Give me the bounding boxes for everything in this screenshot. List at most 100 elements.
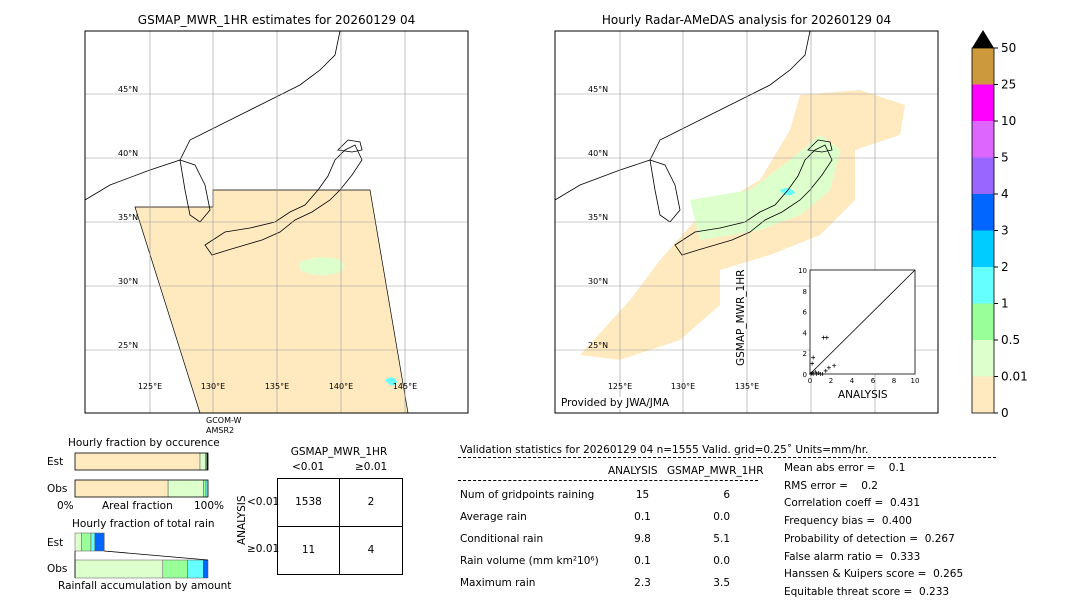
- scatter-point: [813, 369, 818, 374]
- occ-xtick-0: 0%: [57, 500, 74, 512]
- colorbar-segment: [972, 194, 994, 231]
- lon-label: 125°E: [138, 382, 162, 391]
- colorbar-segment: [972, 267, 994, 304]
- bar-segment: [162, 559, 188, 579]
- lat-label: 25°N: [588, 341, 608, 350]
- cell-hit: 4: [367, 544, 375, 557]
- bar-frame: [74, 479, 209, 498]
- scatter-diagonal: [809, 269, 916, 375]
- continent-coastline: [84, 30, 341, 201]
- scatter-xtick: 4: [850, 377, 855, 385]
- scatter-xtick: 2: [829, 377, 833, 385]
- colorbar-segment: [972, 230, 994, 267]
- scatter-point: [823, 368, 828, 373]
- scatter-point: [832, 363, 837, 368]
- moderate-rain-area: [385, 377, 397, 386]
- light-rain-area: [300, 257, 344, 276]
- lat-label: 30°N: [118, 277, 138, 286]
- colorbar-label: 25: [1001, 78, 1016, 92]
- cell-hit-none: 1538: [278, 479, 340, 527]
- colorbar-label: 0.5: [1001, 333, 1020, 347]
- lon-label: 140°E: [329, 382, 353, 391]
- contingency-title: GSMAP_MWR_1HR: [290, 446, 388, 458]
- colorbar-segment: [972, 48, 994, 85]
- contingency-row-1: ≥0.01: [247, 543, 280, 555]
- stats-a: 2.3: [634, 577, 651, 589]
- lat-label: 40°N: [118, 149, 138, 158]
- contingency-col-0: <0.01: [292, 461, 325, 473]
- lat-label: 45°N: [118, 85, 138, 94]
- stats-col-gsmap: GSMAP_MWR_1HR: [667, 465, 764, 477]
- bar-segment: [94, 532, 105, 552]
- stats-a: 9.8: [634, 533, 651, 545]
- bar-frame: [74, 452, 209, 471]
- stats-divider: [458, 457, 996, 458]
- colorbar-label: 5: [1001, 151, 1009, 165]
- colorbar-label: 2: [1001, 260, 1009, 274]
- colorbar-label: 0.01: [1001, 370, 1028, 384]
- scatter-ytick: 6: [803, 309, 808, 317]
- score-line: Frequency bias = 0.400: [784, 515, 912, 528]
- bar-segment: [90, 532, 96, 552]
- hokkaido-coastline: [337, 139, 363, 153]
- scatter-ytick: 2: [803, 350, 807, 358]
- colorbar-segment: [972, 376, 994, 413]
- scatter-point: [824, 335, 829, 340]
- bar-segment: [74, 452, 201, 471]
- score-line: Correlation coeff = 0.431: [784, 497, 920, 510]
- occ-obs-label: Obs: [47, 483, 68, 495]
- right-map-title: Hourly Radar-AMeDAS analysis for 2026012…: [601, 13, 892, 27]
- scatter-xtick: 10: [911, 377, 920, 385]
- sensor-label: AMSR2: [206, 426, 235, 435]
- contingency-table: 1538 2 11 4: [277, 478, 403, 575]
- colorbar-segment: [972, 340, 994, 377]
- scatter-xtick: 0: [808, 377, 812, 385]
- colorbar-label: 1: [1001, 297, 1009, 311]
- contingency-row-0: <0.01: [247, 496, 280, 508]
- lon-label: 135°E: [265, 382, 289, 391]
- hokkaido-coastline: [807, 139, 833, 153]
- moderate-rain-area: [780, 188, 795, 196]
- colorbar-extend-arrow: [972, 30, 994, 48]
- scatter-point: [814, 372, 819, 376]
- stats-col-analysis: ANALYSIS: [608, 465, 658, 477]
- colorbar-segment: [972, 121, 994, 158]
- colorbar-label: 50: [1001, 41, 1016, 55]
- light-rain-area: [690, 135, 840, 240]
- bar-segment: [74, 532, 82, 552]
- colorbar-label: 4: [1001, 187, 1009, 201]
- bar-segment: [167, 479, 204, 498]
- lat-label: 25°N: [118, 341, 138, 350]
- score-line: Equitable threat score = 0.233: [784, 585, 950, 598]
- occ-xtick-100: 100%: [194, 500, 225, 512]
- colorbar-segment: [972, 303, 994, 340]
- colorbar-segment: [972, 84, 994, 121]
- lat-label: 40°N: [588, 149, 608, 158]
- rain-obs-label: Obs: [47, 563, 68, 575]
- totalrain-xlabel: Rainfall accumulation by amount: [58, 580, 232, 592]
- bar-segment: [74, 479, 169, 498]
- bar-segment: [203, 479, 207, 498]
- lat-label: 35°N: [588, 213, 608, 222]
- japan-coastline: [674, 144, 833, 256]
- cell-false-alarm: 2: [340, 479, 402, 527]
- scatter-xlabel: ANALYSIS: [838, 389, 888, 401]
- connector-line: [104, 550, 209, 561]
- lon-label: 130°E: [671, 382, 695, 391]
- cell-miss: 11: [278, 526, 340, 574]
- totalrain-title: Hourly fraction of total rain: [72, 518, 215, 530]
- korea-coastline: [179, 159, 211, 223]
- scatter-point: [826, 365, 831, 370]
- stats-b: 6: [723, 489, 730, 501]
- bar-segment: [203, 559, 209, 579]
- lat-label: 45°N: [588, 85, 608, 94]
- stats-col-divider: [458, 480, 758, 481]
- lon-label: 125°E: [608, 382, 632, 391]
- stats-label: Maximum rain: [460, 577, 536, 589]
- korea-coastline: [649, 159, 681, 223]
- bar-segment: [81, 532, 92, 552]
- scatter-ytick: 8: [803, 288, 807, 296]
- stats-label: Average rain: [460, 511, 527, 523]
- score-line: Mean abs error = 0.1: [784, 462, 906, 474]
